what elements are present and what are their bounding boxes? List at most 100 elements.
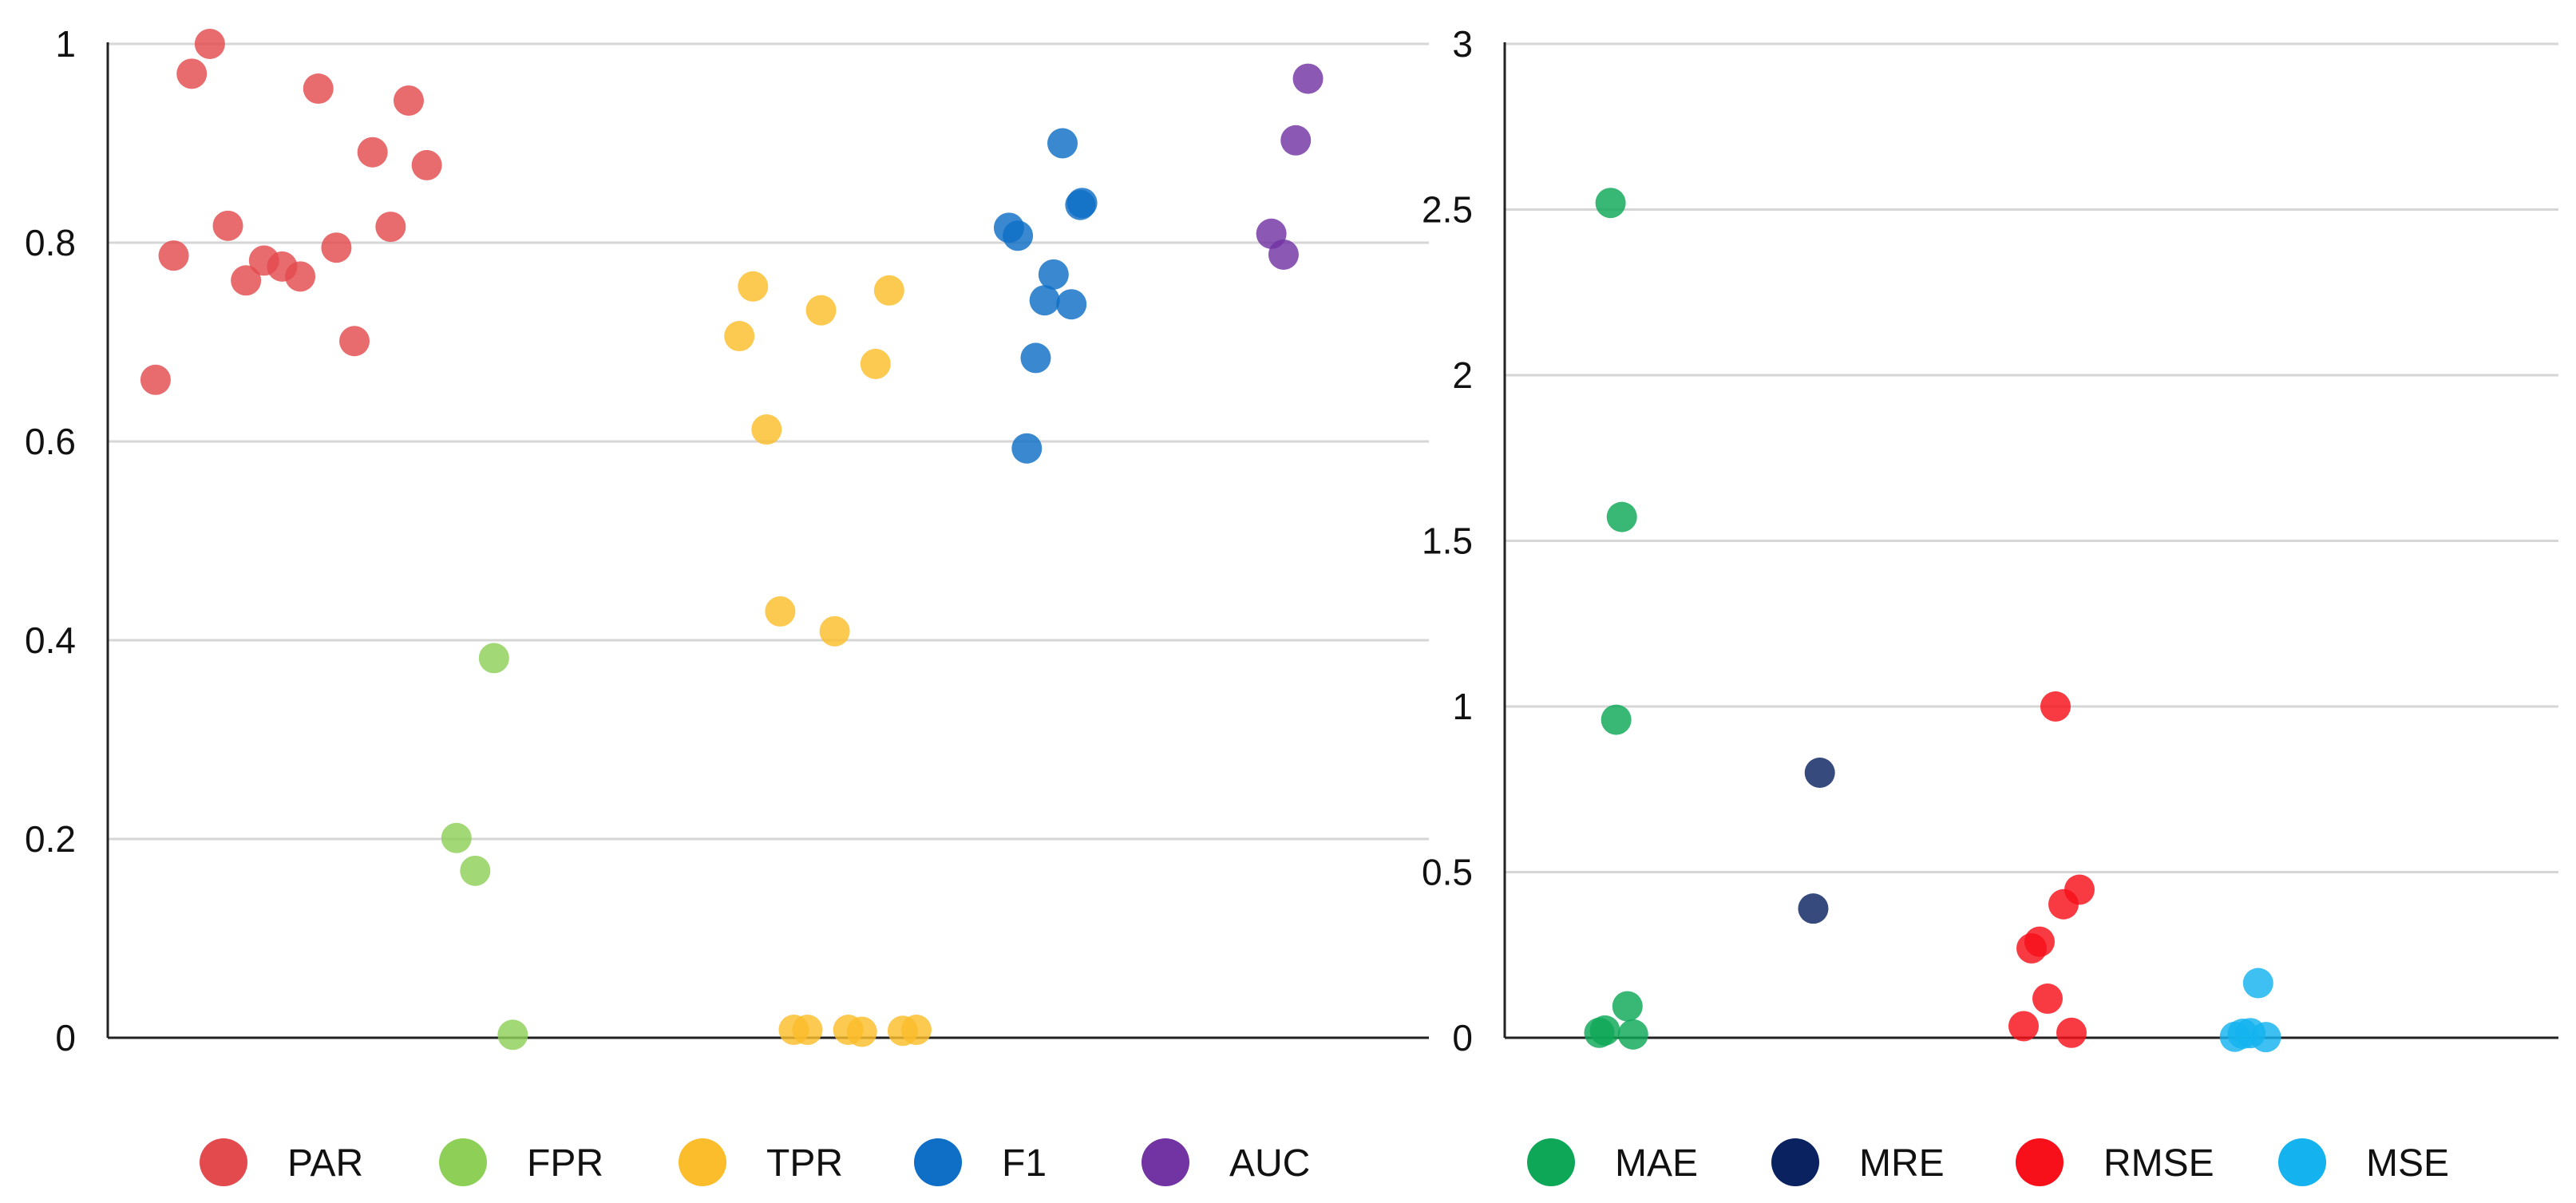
data-point-mse	[2250, 1022, 2281, 1053]
legend-label: MRE	[1859, 1142, 1945, 1185]
legend-marker	[679, 1138, 726, 1186]
data-point-mae	[1612, 991, 1643, 1022]
y-tick-label: 0.8	[25, 222, 76, 263]
data-point-par	[212, 210, 243, 241]
y-tick-label: 0	[55, 1017, 76, 1059]
data-point-mae	[1606, 501, 1637, 532]
data-point-f1	[1003, 220, 1034, 251]
legend-marker	[1142, 1138, 1189, 1186]
data-point-tpr	[765, 596, 796, 627]
data-point-rmse	[2024, 926, 2055, 957]
left-chart-panel: 0 0.2 0.4 0.6 0.8 1 PAR FPR TPR F1 AUC	[25, 23, 1429, 1186]
series-mae	[1584, 188, 1648, 1050]
legend-item-f1: F1	[914, 1138, 1047, 1186]
legend-marker	[2278, 1138, 2326, 1186]
series-auc	[1256, 63, 1324, 270]
data-point-f1	[1029, 285, 1060, 316]
data-point-auc	[1268, 239, 1299, 270]
legend-marker	[1527, 1138, 1575, 1186]
data-point-fpr	[478, 643, 509, 674]
data-point-tpr	[900, 1015, 932, 1046]
data-point-fpr	[441, 822, 472, 853]
data-point-mre	[1798, 893, 1829, 924]
legend-label: MAE	[1615, 1142, 1698, 1185]
data-point-mse	[2242, 968, 2273, 999]
data-point-par	[303, 73, 334, 105]
data-point-par	[411, 149, 442, 180]
legend-label: TPR	[766, 1142, 843, 1185]
data-point-rmse	[2056, 1017, 2087, 1048]
y-tick-label: 0.5	[1422, 852, 1473, 893]
data-point-f1	[1066, 188, 1098, 219]
legend-label: MSE	[2366, 1142, 2449, 1185]
data-point-f1	[1020, 342, 1051, 374]
y-tick-label: 2.5	[1422, 189, 1473, 231]
y-tick-label: 0.4	[25, 619, 76, 661]
series-mre	[1798, 758, 1835, 924]
data-point-par	[375, 212, 406, 243]
legend-marker	[914, 1138, 962, 1186]
data-point-mae	[1595, 188, 1626, 219]
data-point-par	[285, 261, 316, 292]
y-tick-label: 0.2	[25, 818, 76, 860]
data-point-par	[176, 58, 208, 89]
data-point-f1	[1056, 289, 1087, 320]
legend-item-tpr: TPR	[679, 1138, 843, 1186]
legend-item-rmse: RMSE	[2016, 1138, 2214, 1186]
data-point-par	[140, 364, 171, 395]
series-f1	[993, 128, 1098, 464]
data-point-tpr	[738, 271, 769, 302]
y-tick-label: 1.5	[1422, 520, 1473, 562]
legend-item-mse: MSE	[2278, 1138, 2449, 1186]
series-mse	[2219, 968, 2281, 1053]
data-point-rmse	[2040, 691, 2071, 722]
legend-item-auc: AUC	[1142, 1138, 1310, 1186]
data-point-par	[357, 137, 388, 168]
legend-item-par: PAR	[200, 1138, 363, 1186]
y-tick-label: 1	[1452, 686, 1473, 727]
data-point-f1	[1047, 128, 1078, 159]
y-tick-label: 2	[1452, 354, 1473, 396]
data-point-tpr	[846, 1016, 877, 1047]
data-point-fpr	[497, 1019, 528, 1051]
data-point-rmse	[2008, 1011, 2039, 1042]
data-point-tpr	[805, 295, 837, 326]
data-point-par	[231, 265, 262, 296]
data-point-mae	[1601, 704, 1632, 735]
data-point-par	[158, 240, 189, 271]
data-point-rmse	[2064, 874, 2095, 905]
y-tick-label: 3	[1452, 23, 1473, 65]
legend-item-mae: MAE	[1527, 1138, 1698, 1186]
legend-label: F1	[1002, 1142, 1047, 1185]
data-point-tpr	[860, 348, 891, 379]
data-point-auc	[1292, 63, 1324, 94]
legend-marker	[2016, 1138, 2064, 1186]
data-point-tpr	[819, 615, 850, 647]
data-point-tpr	[873, 275, 904, 306]
y-tick-label: 0	[1452, 1017, 1473, 1059]
data-point-mre	[1804, 758, 1835, 788]
y-tick-label: 0.6	[25, 421, 76, 462]
data-point-f1	[1038, 259, 1069, 290]
legend-marker	[1771, 1138, 1819, 1186]
legend-label: PAR	[287, 1142, 363, 1185]
data-point-par	[339, 326, 370, 357]
data-point-par	[194, 29, 225, 59]
legend-label: FPR	[527, 1142, 603, 1185]
legend-item-fpr: FPR	[439, 1138, 603, 1186]
series-fpr	[441, 643, 528, 1051]
legend-marker	[200, 1138, 247, 1186]
data-point-auc	[1280, 125, 1312, 156]
right-chart-panel: 0 0.5 1 1.5 2 2.5 3 MAE MRE RMSE MSE	[1422, 23, 2558, 1186]
data-point-mae	[1589, 1015, 1620, 1046]
legend-item-mre: MRE	[1771, 1138, 1945, 1186]
data-point-tpr	[724, 321, 755, 352]
series-rmse	[2008, 691, 2095, 1048]
series-tpr	[724, 271, 932, 1047]
data-point-rmse	[2032, 983, 2063, 1015]
data-point-par	[321, 232, 352, 263]
data-point-fpr	[460, 855, 491, 886]
data-point-f1	[1011, 433, 1043, 464]
data-point-tpr	[792, 1015, 823, 1046]
